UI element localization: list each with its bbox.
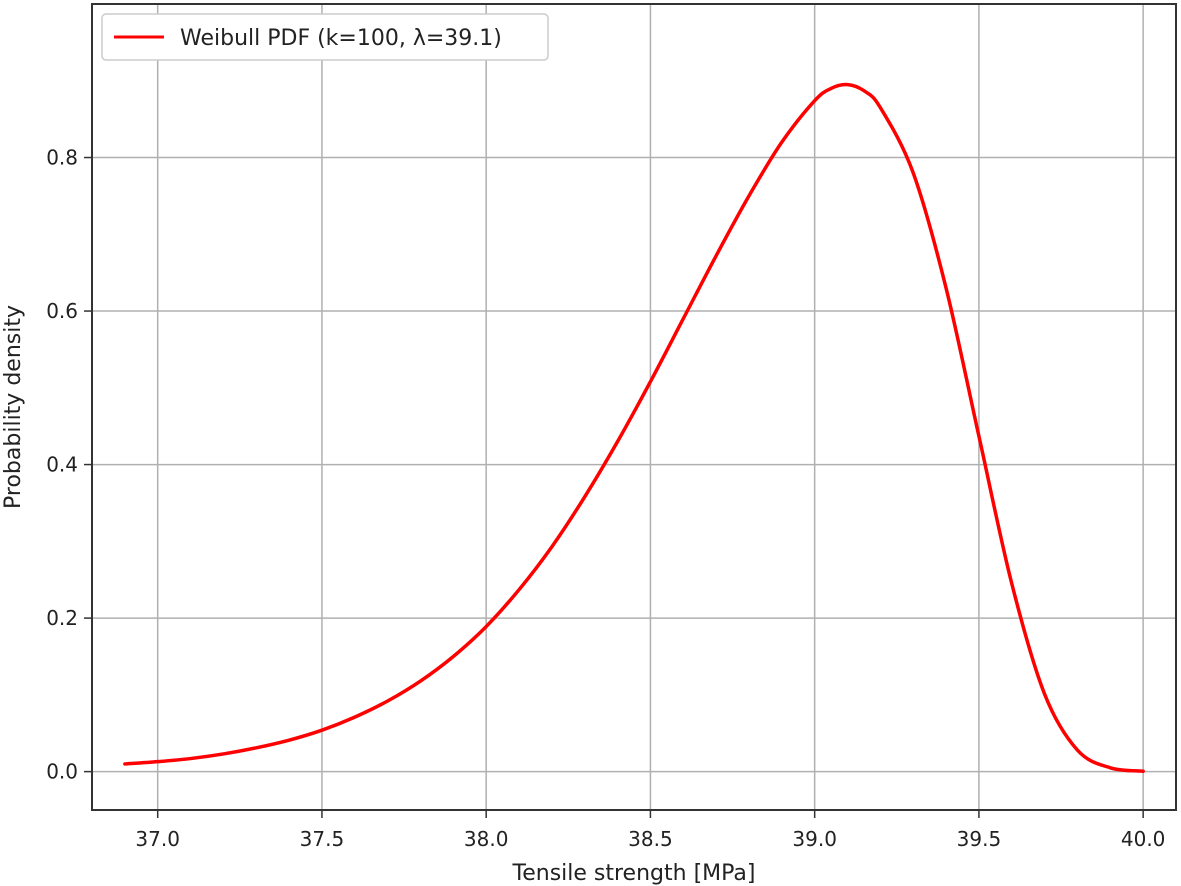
x-tick-label: 40.0 [1121, 827, 1166, 851]
x-tick-label: 39.0 [792, 827, 837, 851]
x-axis-label: Tensile strength [MPa] [512, 861, 756, 886]
x-tick-label: 38.0 [464, 827, 509, 851]
grid-lines [92, 4, 1176, 810]
x-tick-label: 38.5 [628, 827, 673, 851]
series-layer [123, 82, 1145, 773]
y-axis-label: Probability density [1, 305, 26, 509]
x-tick-label: 39.5 [957, 827, 1002, 851]
y-tick-label: 0.6 [46, 299, 78, 323]
y-tick-label: 0.4 [46, 453, 78, 477]
x-tick-label: 37.0 [135, 827, 180, 851]
legend: Weibull PDF (k=100, λ=39.1) [101, 13, 549, 61]
plot-frame [91, 3, 1177, 811]
y-ticks: 0.0 0.2 0.4 0.6 0.8 [46, 146, 92, 784]
legend-box [101, 13, 549, 61]
legend-label: Weibull PDF (k=100, λ=39.1) [180, 26, 502, 51]
y-tick-label: 0.2 [46, 606, 78, 630]
y-tick-label: 0.0 [46, 760, 78, 784]
x-tick-label: 37.5 [300, 827, 345, 851]
x-ticks: 37.0 37.5 38.0 38.5 39.0 39.5 40.0 [135, 810, 1165, 851]
y-tick-label: 0.8 [46, 146, 78, 170]
series-line [123, 82, 1145, 773]
